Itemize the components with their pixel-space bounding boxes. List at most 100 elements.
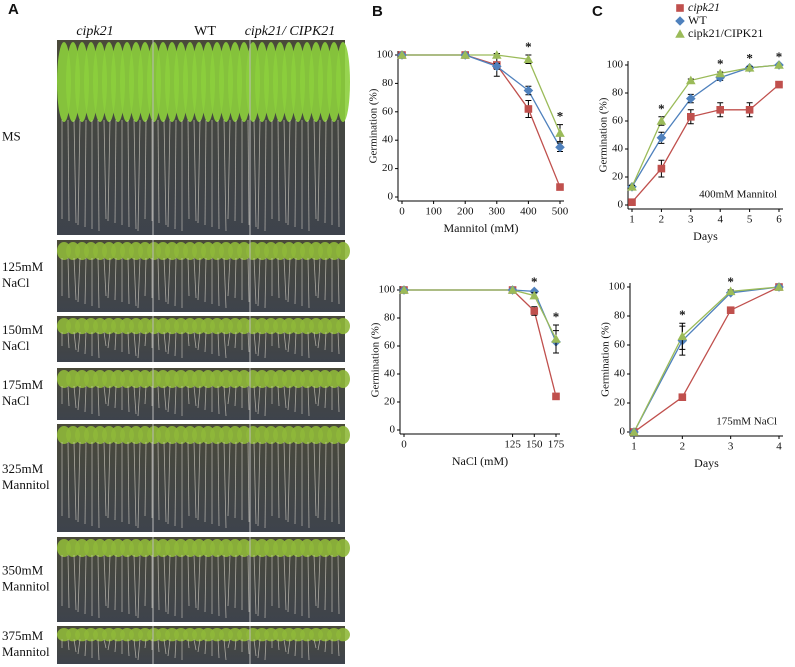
x-axis-label: Mannitol (mM) (444, 221, 519, 235)
x-tick-label: 400 (520, 206, 537, 218)
root (133, 554, 137, 617)
x-tick-label: 500 (552, 206, 569, 218)
root (77, 385, 81, 411)
root (193, 119, 197, 222)
root (187, 441, 190, 517)
root (114, 639, 117, 653)
row-label: NaCl (2, 338, 30, 353)
root (97, 332, 100, 359)
root (144, 257, 147, 297)
root (287, 257, 291, 303)
root (157, 639, 160, 653)
column-label: cipk21 (76, 24, 113, 39)
root (103, 639, 107, 649)
root (197, 639, 201, 653)
legend-label: WT (688, 13, 707, 27)
series-line (631, 64, 780, 188)
root (257, 554, 261, 617)
seedling (336, 426, 350, 444)
root (287, 554, 291, 613)
root (163, 441, 167, 523)
root (234, 441, 237, 519)
root (204, 332, 207, 353)
root (84, 385, 87, 413)
root (67, 257, 70, 299)
root (257, 639, 261, 659)
data-point (725, 286, 736, 296)
root (287, 119, 291, 226)
x-tick-label: 125 (504, 439, 521, 451)
root (253, 332, 257, 355)
root (103, 554, 107, 607)
data-point (397, 50, 407, 59)
root (317, 119, 321, 222)
data-point (492, 50, 502, 59)
data-point (686, 75, 696, 85)
root (174, 119, 177, 230)
root (97, 257, 100, 309)
root (324, 257, 327, 301)
root (137, 385, 141, 417)
data-point (677, 331, 688, 341)
root (204, 257, 207, 303)
root (217, 441, 220, 527)
y-tick-label: 40 (384, 368, 396, 380)
root (204, 554, 207, 613)
root (163, 257, 167, 303)
y-tick-label: 80 (382, 77, 394, 89)
row-label: Mannitol (2, 578, 50, 593)
root (114, 257, 117, 301)
data-point (530, 307, 539, 315)
root (337, 385, 340, 413)
root (73, 257, 77, 301)
x-tick-label: 2 (659, 214, 665, 226)
seedling (336, 318, 350, 335)
root (227, 385, 231, 405)
root (317, 257, 321, 299)
row-label: MS (2, 128, 21, 143)
series-line (402, 54, 561, 188)
data-point (726, 306, 735, 314)
seedling (336, 42, 350, 122)
row-label: 350mM (2, 562, 44, 577)
root (247, 554, 250, 613)
y-tick-label: 0 (388, 191, 394, 203)
significance-mark: * (746, 50, 753, 65)
root (247, 441, 250, 523)
root (167, 385, 171, 413)
root (127, 639, 130, 657)
root (307, 441, 310, 529)
root (337, 332, 340, 355)
root (73, 639, 77, 653)
root (247, 119, 250, 226)
y-axis-label: Germination (%) (368, 88, 380, 163)
root (283, 119, 287, 224)
root (114, 554, 117, 611)
root (103, 385, 107, 405)
root (167, 257, 171, 305)
root (163, 385, 167, 411)
root (144, 332, 147, 347)
chart-note: 400mM Mannitol (699, 189, 777, 201)
data-point (745, 106, 754, 114)
root (264, 257, 267, 309)
panel-letter: C (592, 3, 603, 20)
root (294, 554, 297, 615)
root (193, 332, 197, 349)
root (313, 332, 317, 347)
root (277, 119, 280, 222)
root (324, 441, 327, 521)
root (264, 385, 267, 417)
root (324, 385, 327, 409)
root (193, 441, 197, 519)
root (193, 639, 197, 651)
root (337, 441, 340, 525)
root (234, 257, 237, 299)
data-point (716, 106, 724, 114)
root (84, 554, 87, 615)
significance-mark: * (658, 101, 665, 116)
root (257, 257, 261, 307)
seedling (336, 242, 350, 260)
root (317, 639, 321, 651)
row-label: 375mM (2, 628, 44, 643)
